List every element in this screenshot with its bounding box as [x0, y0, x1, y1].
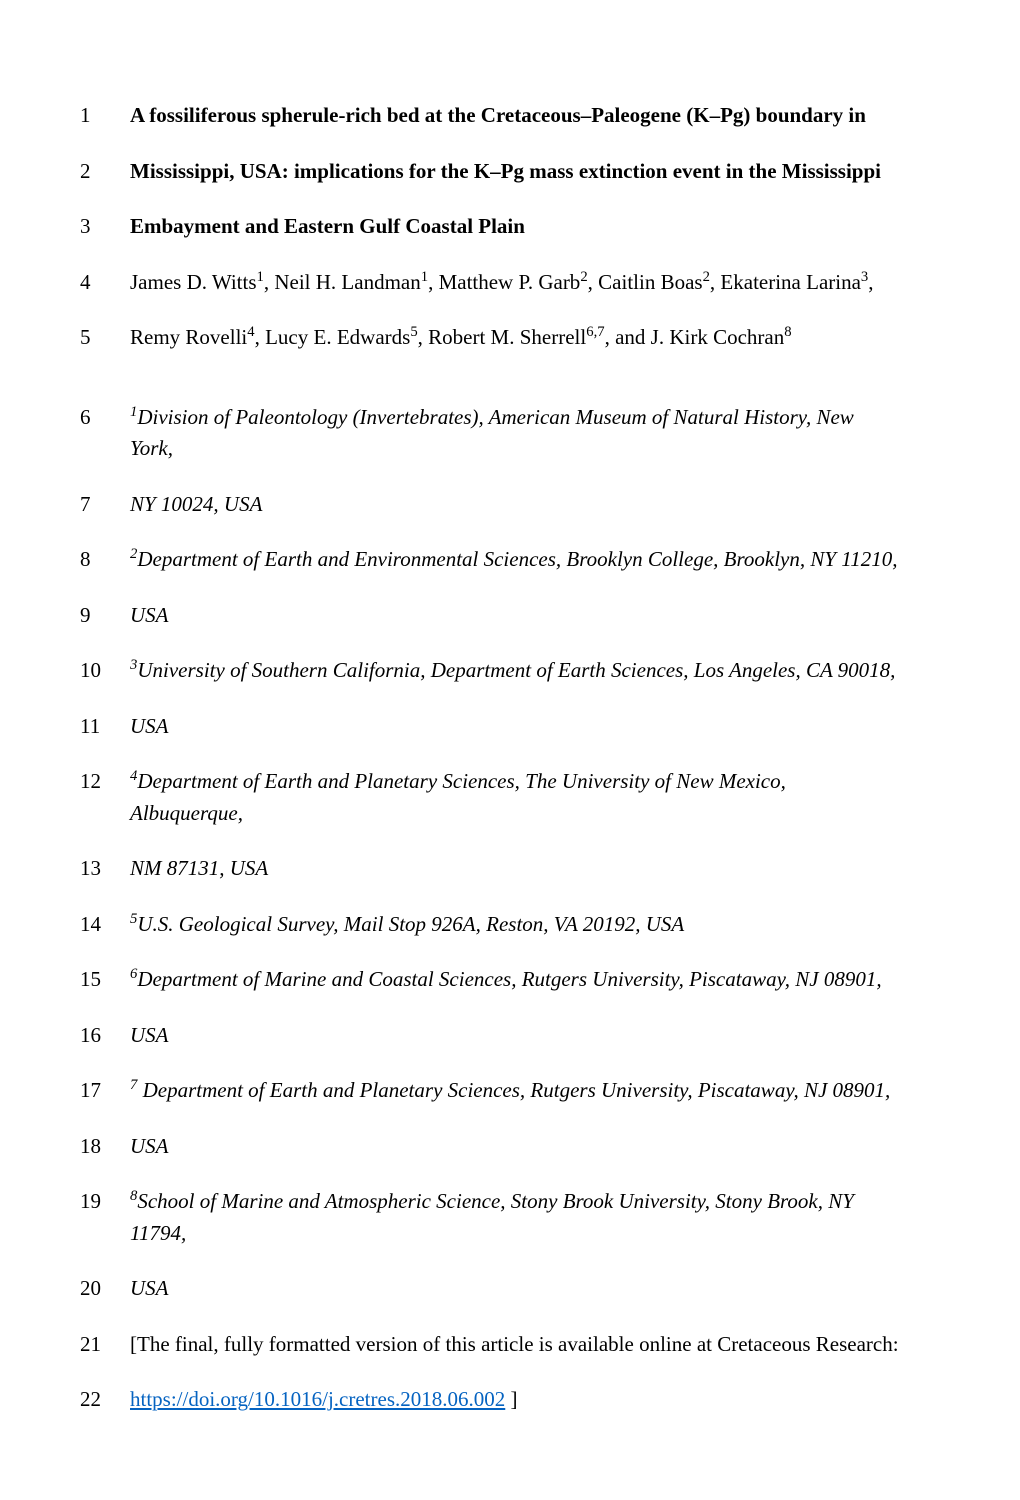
line-number: 1 [80, 100, 130, 132]
line-number: 21 [80, 1329, 130, 1361]
line-number: 19 [80, 1186, 130, 1218]
line-text: NM 87131, USA [130, 853, 900, 885]
line-number: 9 [80, 600, 130, 632]
line-text: https://doi.org/10.1016/j.cretres.2018.0… [130, 1384, 900, 1416]
line-text: 3University of Southern California, Depa… [130, 655, 900, 687]
line-number: 12 [80, 766, 130, 798]
line-text: 1Division of Paleontology (Invertebrates… [130, 402, 900, 465]
manuscript-line: 11USA [80, 711, 900, 743]
manuscript-line: 21[The final, fully formatted version of… [80, 1329, 900, 1361]
line-number: 22 [80, 1384, 130, 1416]
line-text: 7 Department of Earth and Planetary Scie… [130, 1075, 900, 1107]
line-number: 11 [80, 711, 130, 743]
manuscript-line: 156Department of Marine and Coastal Scie… [80, 964, 900, 996]
manuscript-line: 198School of Marine and Atmospheric Scie… [80, 1186, 900, 1249]
manuscript-line: 82Department of Earth and Environmental … [80, 544, 900, 576]
line-text: A fossiliferous spherule-rich bed at the… [130, 100, 900, 132]
line-number: 3 [80, 211, 130, 243]
manuscript-line: 103University of Southern California, De… [80, 655, 900, 687]
line-text: James D. Witts1, Neil H. Landman1, Matth… [130, 267, 900, 299]
manuscript-line: 3Embayment and Eastern Gulf Coastal Plai… [80, 211, 900, 243]
line-text: USA [130, 1020, 900, 1052]
line-text: 4Department of Earth and Planetary Scien… [130, 766, 900, 829]
manuscript-line: 61Division of Paleontology (Invertebrate… [80, 402, 900, 465]
manuscript-line: 22https://doi.org/10.1016/j.cretres.2018… [80, 1384, 900, 1416]
line-text: USA [130, 1131, 900, 1163]
manuscript-line: 7NY 10024, USA [80, 489, 900, 521]
manuscript-line: 9USA [80, 600, 900, 632]
line-text: USA [130, 711, 900, 743]
line-number: 5 [80, 322, 130, 354]
manuscript-line: 124Department of Earth and Planetary Sci… [80, 766, 900, 829]
manuscript-line: 2Mississippi, USA: implications for the … [80, 156, 900, 188]
manuscript-line: 20USA [80, 1273, 900, 1305]
line-number: 6 [80, 402, 130, 434]
manuscript-line: 5Remy Rovelli4, Lucy E. Edwards5, Robert… [80, 322, 900, 354]
line-number: 2 [80, 156, 130, 188]
line-number: 20 [80, 1273, 130, 1305]
line-number: 15 [80, 964, 130, 996]
manuscript-line: 13NM 87131, USA [80, 853, 900, 885]
manuscript-line: 1A fossiliferous spherule-rich bed at th… [80, 100, 900, 132]
line-text: 8School of Marine and Atmospheric Scienc… [130, 1186, 900, 1249]
line-text: [The final, fully formatted version of t… [130, 1329, 900, 1361]
manuscript-line: 4James D. Witts1, Neil H. Landman1, Matt… [80, 267, 900, 299]
line-text: Remy Rovelli4, Lucy E. Edwards5, Robert … [130, 322, 900, 354]
line-number: 14 [80, 909, 130, 941]
manuscript-line: 145U.S. Geological Survey, Mail Stop 926… [80, 909, 900, 941]
line-text: 5U.S. Geological Survey, Mail Stop 926A,… [130, 909, 900, 941]
line-text: NY 10024, USA [130, 489, 900, 521]
line-text: 2Department of Earth and Environmental S… [130, 544, 900, 576]
manuscript-line: 177 Department of Earth and Planetary Sc… [80, 1075, 900, 1107]
line-number: 18 [80, 1131, 130, 1163]
line-text: Mississippi, USA: implications for the K… [130, 156, 900, 188]
line-number: 8 [80, 544, 130, 576]
line-number: 10 [80, 655, 130, 687]
line-number: 7 [80, 489, 130, 521]
line-text: USA [130, 600, 900, 632]
page-container: 1A fossiliferous spherule-rich bed at th… [0, 0, 1020, 1500]
line-number: 16 [80, 1020, 130, 1052]
line-text: 6Department of Marine and Coastal Scienc… [130, 964, 900, 996]
manuscript-line: 16USA [80, 1020, 900, 1052]
manuscript-body: 1A fossiliferous spherule-rich bed at th… [80, 100, 900, 1416]
line-number: 17 [80, 1075, 130, 1107]
line-text: Embayment and Eastern Gulf Coastal Plain [130, 211, 900, 243]
manuscript-line: 18USA [80, 1131, 900, 1163]
blank-line [80, 378, 900, 402]
line-text: USA [130, 1273, 900, 1305]
line-number: 4 [80, 267, 130, 299]
line-number: 13 [80, 853, 130, 885]
